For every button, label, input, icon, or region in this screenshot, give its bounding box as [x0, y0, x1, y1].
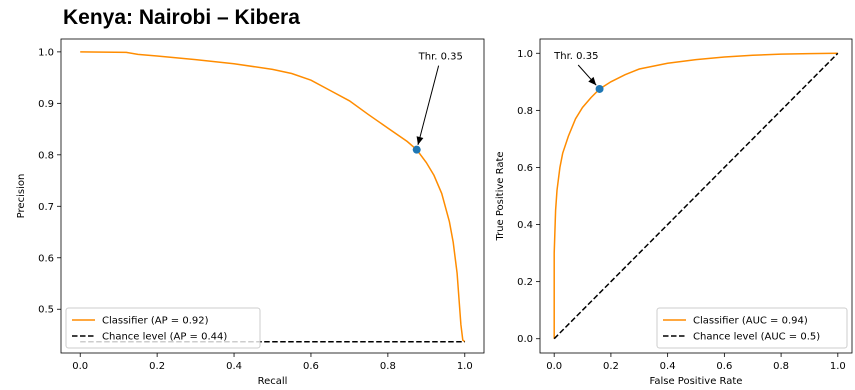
roc-x-tick-label: 0.6 [716, 361, 732, 372]
roc-annotation-arrowhead [588, 76, 597, 86]
roc-x-tick-label: 0.4 [660, 361, 676, 372]
pr-x-tick-label: 0.4 [226, 361, 242, 372]
pr-classifier-line [80, 51, 466, 343]
pr-y-tick-label: 0.7 [38, 202, 54, 213]
pr-x-tick-label: 0.0 [72, 361, 88, 372]
roc-y-tick-label: 1.0 [517, 49, 533, 60]
pr-y-tick-label: 0.8 [38, 150, 54, 161]
pr-y-tick-label: 1.0 [38, 47, 54, 58]
roc-threshold-marker [595, 84, 604, 93]
pr-axes-frame [60, 38, 485, 354]
pr-x-tick-label: 0.8 [380, 361, 396, 372]
pr-annotation-arrow [417, 65, 440, 145]
roc-y-tick-label: 0.0 [517, 334, 533, 345]
pr-y-tick-label: 0.5 [38, 305, 54, 316]
roc-y-tick-label: 0.6 [517, 163, 533, 174]
pr-legend-label: Chance level (AP = 0.44) [102, 332, 227, 343]
roc-legend-box [656, 307, 848, 349]
roc-x-tick-label: 0.0 [546, 361, 562, 372]
roc-x-axis-label: False Positive Rate [650, 376, 743, 387]
pr-y-tick-label: 0.6 [38, 253, 54, 264]
roc-chance-line [553, 52, 839, 340]
pr-x-axis-label: Recall [258, 376, 288, 387]
pr-legend-box [65, 307, 261, 349]
roc-axes-frame [539, 38, 853, 354]
roc-y-tick-label: 0.8 [517, 106, 533, 117]
pr-annotation-arrowhead [416, 136, 424, 145]
roc-legend-label: Chance level (AUC = 0.5) [693, 332, 820, 343]
pr-x-tick-label: 0.6 [303, 361, 319, 372]
roc-y-tick-label: 0.2 [517, 277, 533, 288]
roc-y-tick-label: 0.4 [517, 220, 533, 231]
pr-y-tick-label: 0.9 [38, 99, 54, 110]
pr-x-tick-label: 1.0 [457, 361, 473, 372]
pr-threshold-marker [412, 145, 421, 154]
roc-y-axis-label: True Positive Rate [495, 151, 506, 241]
roc-x-tick-label: 0.8 [773, 361, 789, 372]
roc-x-tick-label: 1.0 [830, 361, 846, 372]
pr-y-axis-label: Precision [16, 174, 27, 219]
pr-annotation-text: Thr. 0.35 [418, 52, 463, 63]
roc-annotation-text: Thr. 0.35 [553, 51, 598, 62]
roc-legend-label: Classifier (AUC = 0.94) [693, 316, 808, 327]
roc-x-tick-label: 0.2 [603, 361, 619, 372]
pr-legend-label: Classifier (AP = 0.92) [102, 316, 209, 327]
pr-x-tick-label: 0.2 [149, 361, 165, 372]
page-title: Kenya: Nairobi – Kibera [63, 6, 300, 29]
